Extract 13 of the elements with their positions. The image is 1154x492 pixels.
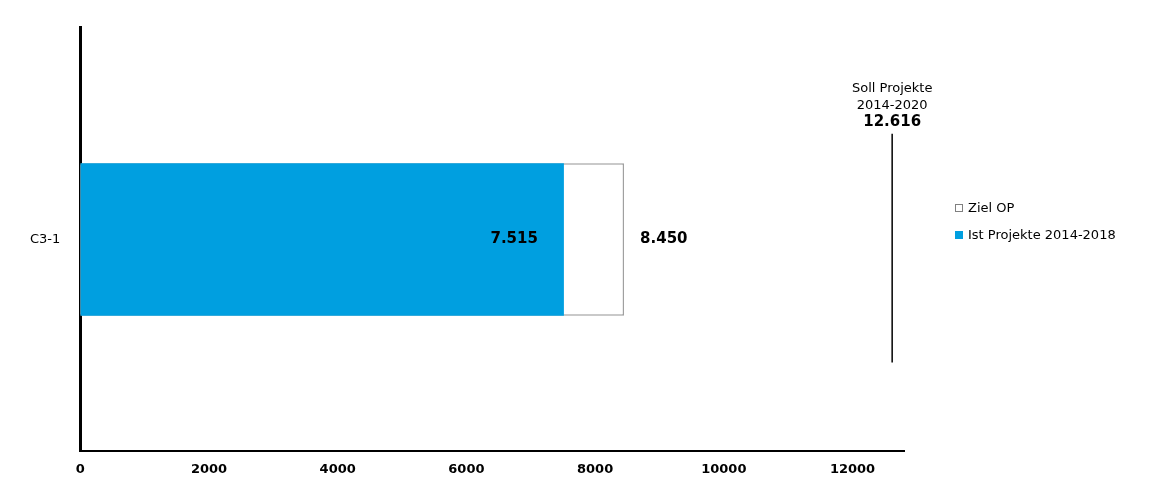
data-label: 7.515 [490,229,538,248]
x-tick-label: 4000 [319,460,356,476]
x-tick-label: 8000 [577,460,614,476]
data-label: 8.450 [640,229,688,248]
y-tick-label: C3-1 [30,230,61,246]
text: Ziel OP [968,200,1015,215]
x-tick-label: 12000 [829,460,876,476]
ref-line-label: Soll Projekte 2014-2020 12.616 [851,79,933,130]
x-tick-label: 0 [75,460,85,476]
x-tick-label: 10000 [701,460,747,476]
x-tick-label: 2000 [190,460,228,476]
x-tick-label: 6000 [448,460,485,476]
legend-label: Ist Projekte 2014-2018 [968,227,1116,242]
